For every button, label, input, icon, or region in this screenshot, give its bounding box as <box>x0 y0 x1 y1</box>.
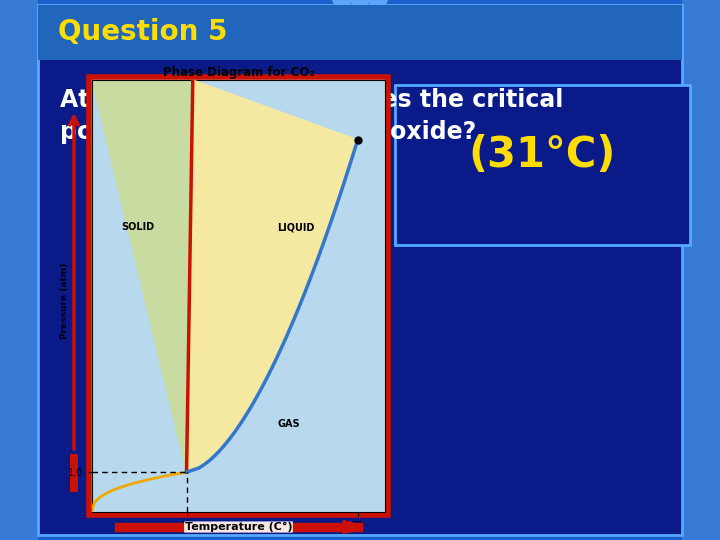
Polygon shape <box>92 472 186 512</box>
Bar <box>89 77 388 515</box>
Bar <box>395 85 690 245</box>
Bar <box>0 0 38 540</box>
Text: Question 5: Question 5 <box>58 18 228 46</box>
Bar <box>38 5 682 60</box>
Polygon shape <box>92 80 193 472</box>
Polygon shape <box>332 0 352 25</box>
Text: Pressure (atm): Pressure (atm) <box>60 263 68 339</box>
Polygon shape <box>350 0 370 25</box>
Text: point occur for carbon dioxide?: point occur for carbon dioxide? <box>60 120 476 144</box>
Text: Temperature (C°): Temperature (C°) <box>185 522 292 532</box>
Text: GAS: GAS <box>278 418 300 429</box>
Title: Phase Diagram for CO₂: Phase Diagram for CO₂ <box>163 66 314 79</box>
Bar <box>682 0 720 540</box>
Text: At what temperature does the critical: At what temperature does the critical <box>60 88 563 112</box>
Polygon shape <box>368 0 388 25</box>
Polygon shape <box>186 80 358 472</box>
Bar <box>38 5 682 535</box>
Polygon shape <box>92 80 385 512</box>
Bar <box>70 454 78 492</box>
Text: SOLID: SOLID <box>121 222 154 232</box>
Text: LIQUID: LIQUID <box>278 222 315 232</box>
Text: (31°C): (31°C) <box>469 134 616 176</box>
